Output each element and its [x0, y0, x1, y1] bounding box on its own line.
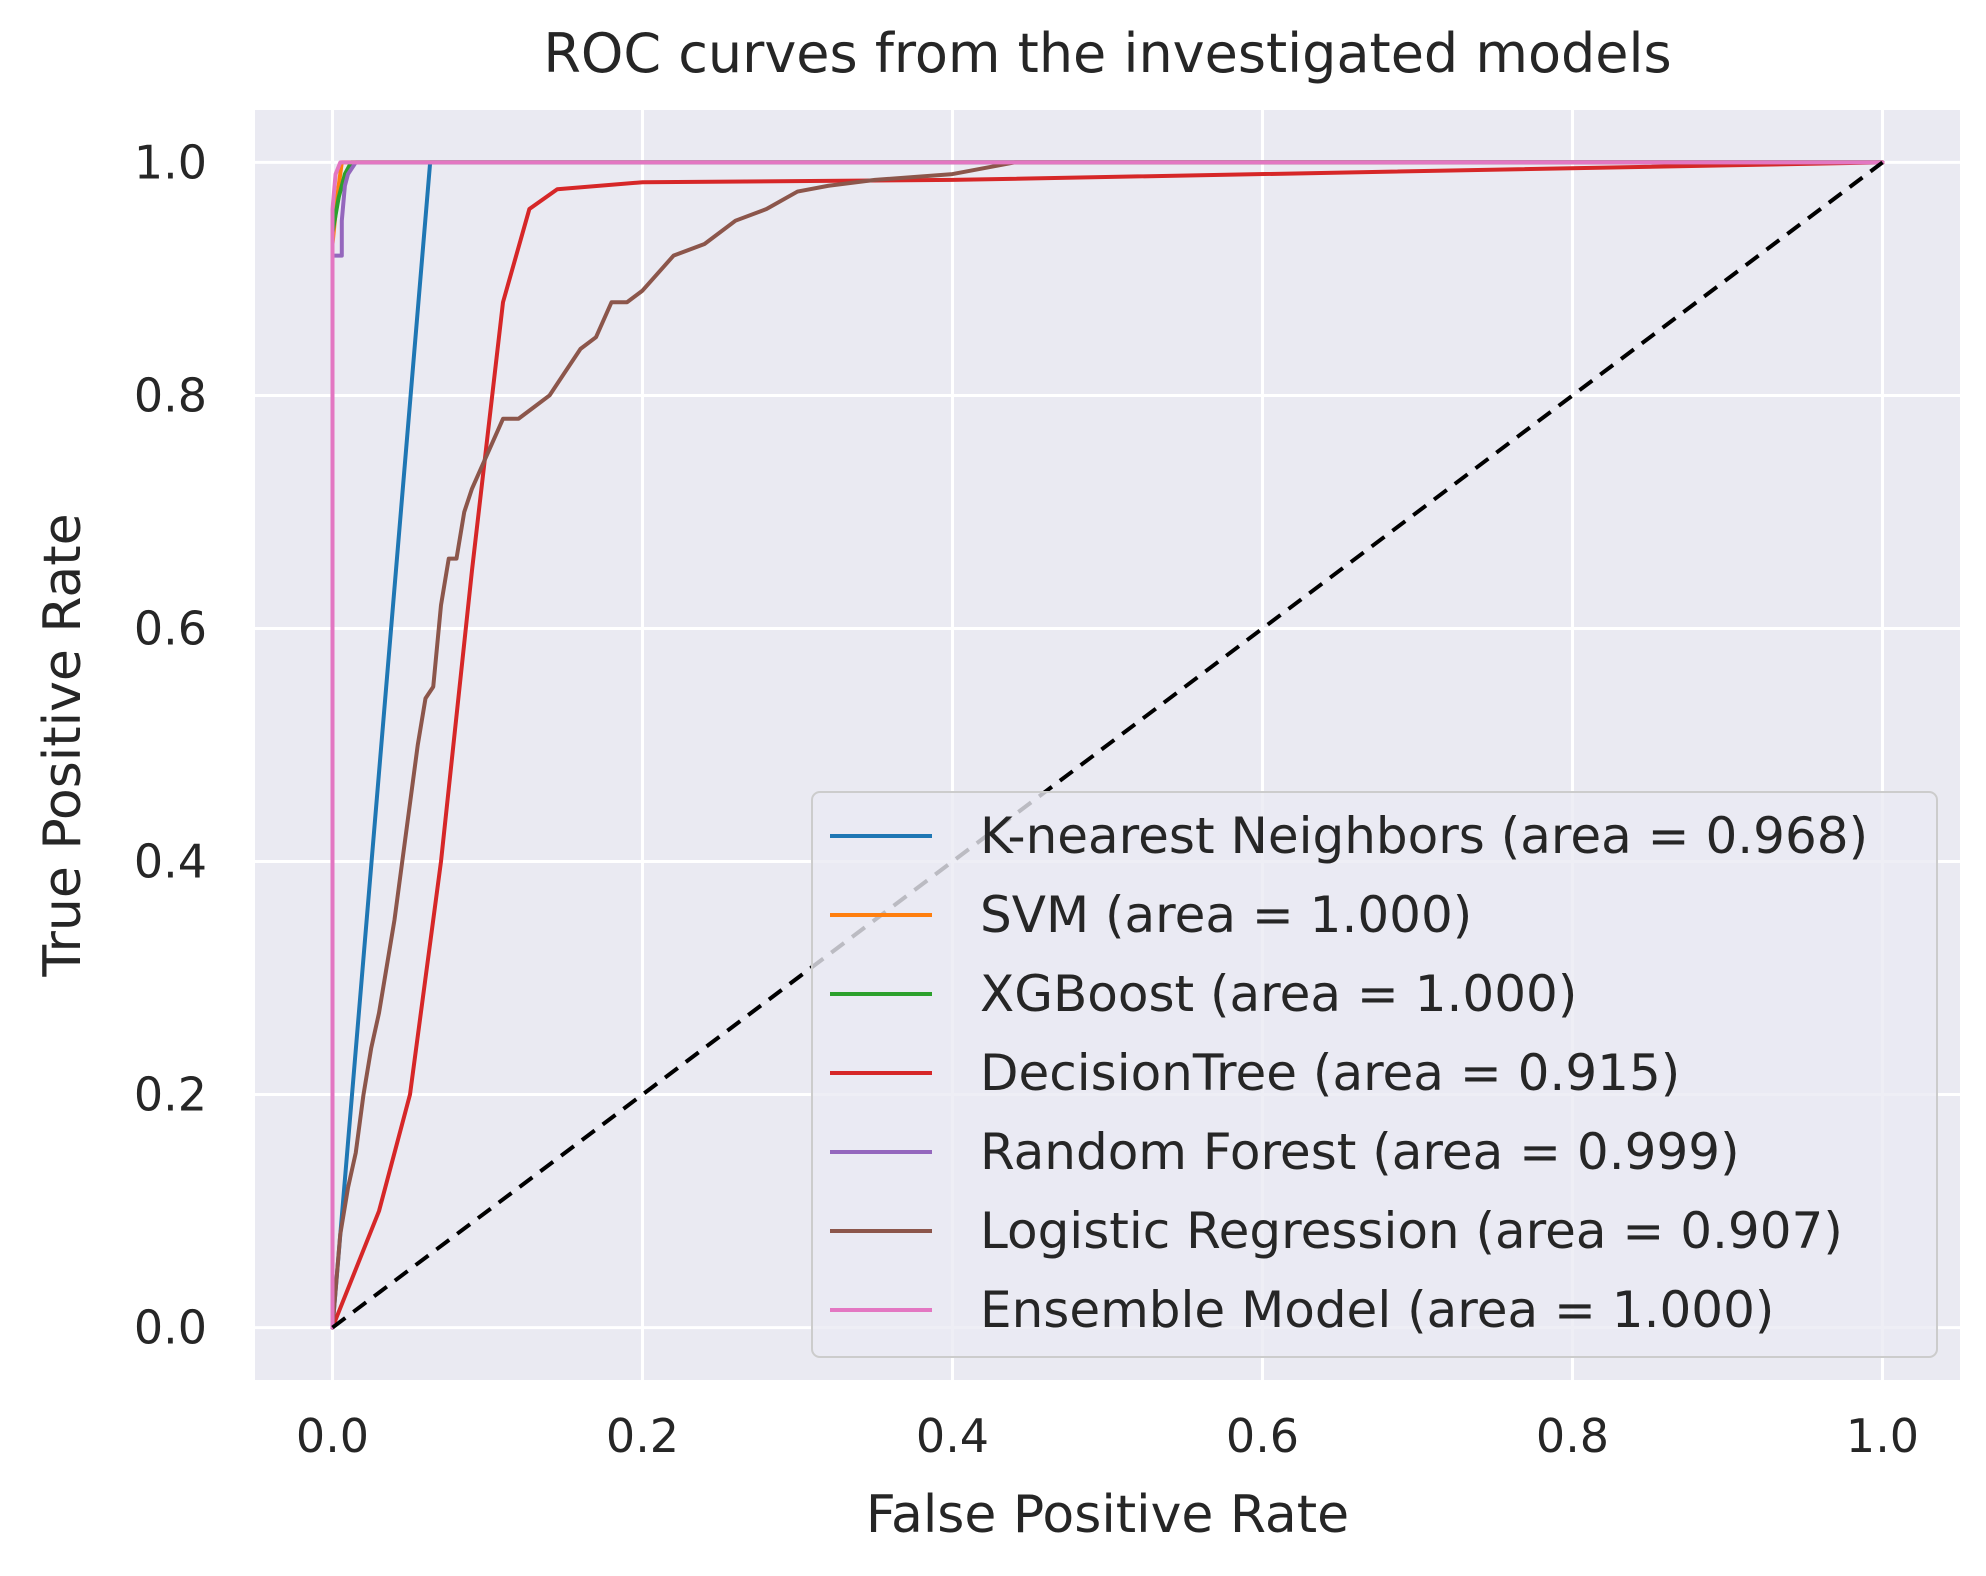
- legend-label: Logistic Regression (area = 0.907): [980, 1202, 1843, 1260]
- legend-label: K-nearest Neighbors (area = 0.968): [980, 807, 1868, 865]
- reference-line-group: [331, 160, 1884, 1330]
- x-tick-label: 1.0: [1846, 1409, 1919, 1463]
- series-line-logistic-regression: [330, 160, 1885, 1330]
- x-tick-label: 0.4: [916, 1409, 989, 1463]
- legend-label: Random Forest (area = 0.999): [980, 1123, 1740, 1181]
- grid-lines: [255, 110, 1960, 1380]
- series-line-ensemble-model: [330, 160, 1885, 1330]
- x-tick-label: 0.6: [1226, 1409, 1299, 1463]
- legend-label: Ensemble Model (area = 1.000): [980, 1281, 1774, 1339]
- series-line-decisiontree: [330, 160, 1885, 1330]
- x-tick-label: 0.2: [606, 1409, 679, 1463]
- x-tick-label: 0.0: [296, 1409, 369, 1463]
- legend-label: XGBoost (area = 1.000): [980, 965, 1577, 1023]
- legend-label: SVM (area = 1.000): [980, 886, 1472, 944]
- y-tick-label: 0.4: [134, 835, 207, 889]
- y-tick-label: 0.0: [134, 1301, 207, 1355]
- y-tick-label: 0.6: [134, 601, 207, 655]
- y-tick-label: 0.8: [134, 368, 207, 422]
- y-tick-labels: 0.0 0.2 0.4 0.6 0.8 1.0: [134, 135, 207, 1354]
- series-group: [330, 160, 1885, 1330]
- y-axis-label: True Positive Rate: [33, 513, 93, 977]
- x-axis-label: False Positive Rate: [866, 1485, 1349, 1545]
- legend-box: [811, 791, 1938, 1358]
- x-tick-labels: 0.0 0.2 0.4 0.6 0.8 1.0: [296, 1409, 1919, 1463]
- y-tick-label: 0.2: [134, 1068, 207, 1122]
- x-tick-label: 0.8: [1536, 1409, 1609, 1463]
- chance-reference-line: [331, 160, 1884, 1330]
- legend-label: DecisionTree (area = 0.915): [980, 1044, 1680, 1102]
- y-tick-label: 1.0: [134, 135, 207, 189]
- legend: K-nearest Neighbors (area = 0.968) SVM (a…: [811, 791, 1938, 1358]
- chart-title: ROC curves from the investigated models: [543, 22, 1671, 85]
